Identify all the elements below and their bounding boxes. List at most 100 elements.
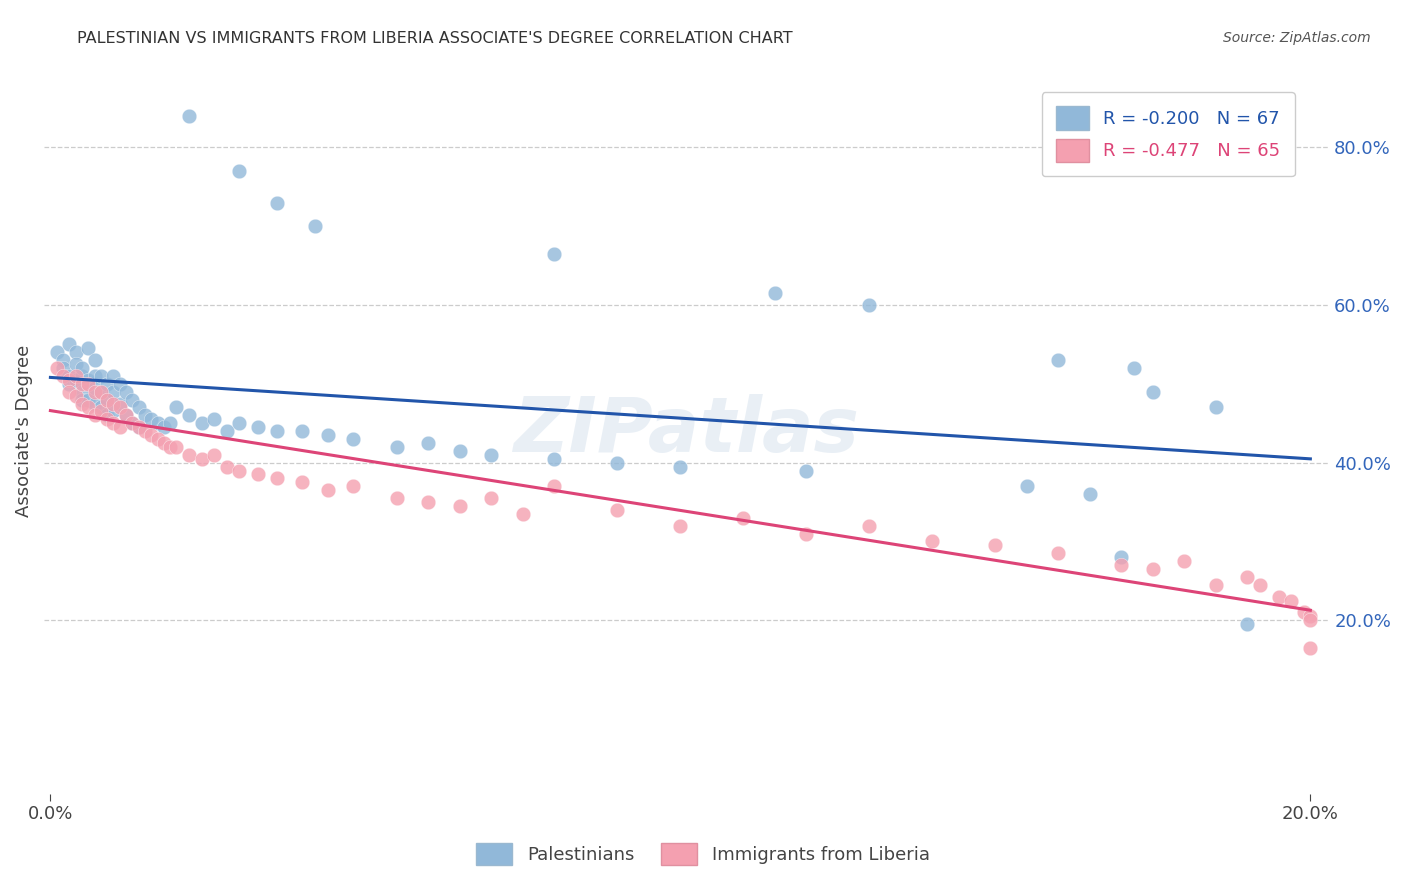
- Point: [266, 195, 288, 210]
- Point: [90, 401, 112, 415]
- Point: [763, 286, 786, 301]
- Point: [1015, 479, 1038, 493]
- Point: [1281, 593, 1303, 607]
- Point: [128, 401, 150, 415]
- Point: [146, 416, 169, 430]
- Point: [316, 483, 339, 498]
- Point: [115, 409, 138, 423]
- Y-axis label: Associate's Degree: Associate's Degree: [15, 345, 32, 517]
- Point: [52, 368, 75, 383]
- Point: [65, 389, 87, 403]
- Point: [141, 412, 163, 426]
- Point: [83, 368, 105, 383]
- Point: [669, 518, 692, 533]
- Point: [121, 392, 143, 407]
- Point: [65, 373, 87, 387]
- Point: [304, 219, 326, 234]
- Point: [83, 396, 105, 410]
- Point: [108, 376, 131, 391]
- Point: [115, 384, 138, 399]
- Point: [1268, 590, 1291, 604]
- Point: [103, 368, 125, 383]
- Point: [108, 401, 131, 415]
- Legend: R = -0.200   N = 67, R = -0.477   N = 65: R = -0.200 N = 67, R = -0.477 N = 65: [1042, 92, 1295, 177]
- Point: [128, 420, 150, 434]
- Point: [90, 384, 112, 399]
- Point: [479, 491, 502, 505]
- Point: [228, 416, 250, 430]
- Point: [165, 440, 187, 454]
- Point: [1299, 609, 1322, 624]
- Point: [70, 392, 93, 407]
- Point: [202, 448, 225, 462]
- Point: [96, 409, 118, 423]
- Point: [1047, 546, 1070, 560]
- Point: [1205, 401, 1227, 415]
- Point: [58, 376, 80, 391]
- Point: [543, 479, 565, 493]
- Point: [58, 337, 80, 351]
- Point: [342, 432, 364, 446]
- Point: [1249, 578, 1271, 592]
- Point: [385, 491, 408, 505]
- Point: [83, 381, 105, 395]
- Point: [177, 448, 200, 462]
- Point: [83, 384, 105, 399]
- Point: [316, 428, 339, 442]
- Point: [65, 357, 87, 371]
- Point: [108, 420, 131, 434]
- Text: ZIPatlas: ZIPatlas: [513, 394, 859, 468]
- Point: [858, 518, 880, 533]
- Point: [70, 368, 93, 383]
- Point: [65, 368, 87, 383]
- Point: [103, 396, 125, 410]
- Point: [96, 376, 118, 391]
- Point: [921, 534, 943, 549]
- Point: [1173, 554, 1195, 568]
- Point: [1299, 640, 1322, 655]
- Point: [418, 436, 440, 450]
- Point: [77, 392, 100, 407]
- Point: [291, 475, 314, 490]
- Text: PALESTINIAN VS IMMIGRANTS FROM LIBERIA ASSOCIATE'S DEGREE CORRELATION CHART: PALESTINIAN VS IMMIGRANTS FROM LIBERIA A…: [77, 31, 793, 46]
- Point: [108, 396, 131, 410]
- Point: [83, 353, 105, 368]
- Point: [266, 424, 288, 438]
- Point: [128, 420, 150, 434]
- Point: [70, 376, 93, 391]
- Point: [70, 384, 93, 399]
- Point: [1078, 487, 1101, 501]
- Point: [449, 499, 471, 513]
- Point: [202, 412, 225, 426]
- Point: [247, 420, 270, 434]
- Point: [153, 420, 176, 434]
- Point: [115, 409, 138, 423]
- Point: [1123, 361, 1146, 376]
- Point: [479, 448, 502, 462]
- Point: [385, 440, 408, 454]
- Point: [103, 384, 125, 399]
- Point: [90, 384, 112, 399]
- Point: [77, 373, 100, 387]
- Point: [247, 467, 270, 482]
- Point: [83, 409, 105, 423]
- Point: [266, 471, 288, 485]
- Point: [159, 416, 181, 430]
- Point: [1142, 384, 1164, 399]
- Legend: Palestinians, Immigrants from Liberia: Palestinians, Immigrants from Liberia: [470, 836, 936, 872]
- Point: [606, 503, 628, 517]
- Point: [1111, 550, 1133, 565]
- Point: [134, 409, 156, 423]
- Point: [153, 436, 176, 450]
- Point: [58, 373, 80, 387]
- Point: [70, 396, 93, 410]
- Point: [1236, 617, 1258, 632]
- Point: [858, 298, 880, 312]
- Point: [342, 479, 364, 493]
- Point: [1111, 558, 1133, 573]
- Point: [159, 440, 181, 454]
- Point: [90, 368, 112, 383]
- Point: [291, 424, 314, 438]
- Point: [96, 412, 118, 426]
- Point: [77, 342, 100, 356]
